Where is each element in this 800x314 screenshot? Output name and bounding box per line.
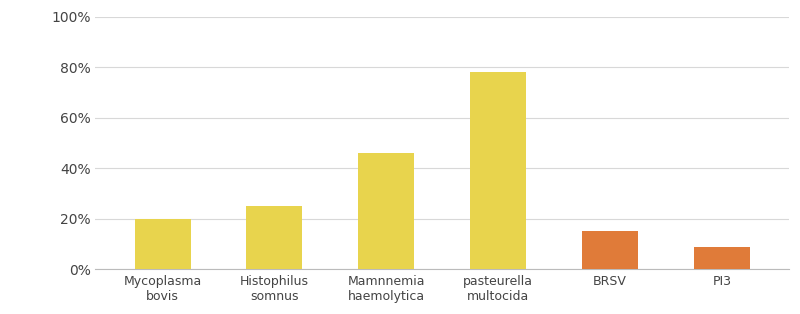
Bar (582, 231, 638, 269)
Bar (358, 153, 414, 269)
Bar (470, 72, 526, 269)
Bar (246, 206, 302, 269)
Bar (694, 246, 750, 269)
Bar (134, 219, 190, 269)
